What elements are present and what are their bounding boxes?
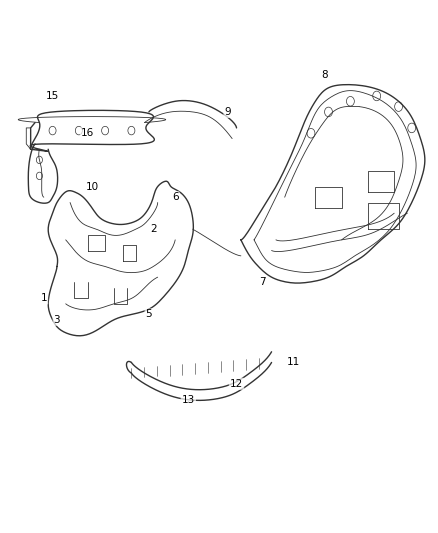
Text: 1: 1 [40,294,47,303]
Text: 3: 3 [53,315,60,325]
Text: 2: 2 [150,224,157,234]
Text: 9: 9 [224,107,231,117]
Text: 12: 12 [230,379,243,389]
Text: 8: 8 [321,70,328,79]
Text: 7: 7 [259,278,266,287]
Text: 5: 5 [145,310,152,319]
Text: 6: 6 [172,192,179,202]
Text: 13: 13 [182,395,195,405]
Text: 15: 15 [46,91,59,101]
Text: 16: 16 [81,128,94,138]
Text: 11: 11 [287,358,300,367]
Text: 10: 10 [85,182,99,191]
